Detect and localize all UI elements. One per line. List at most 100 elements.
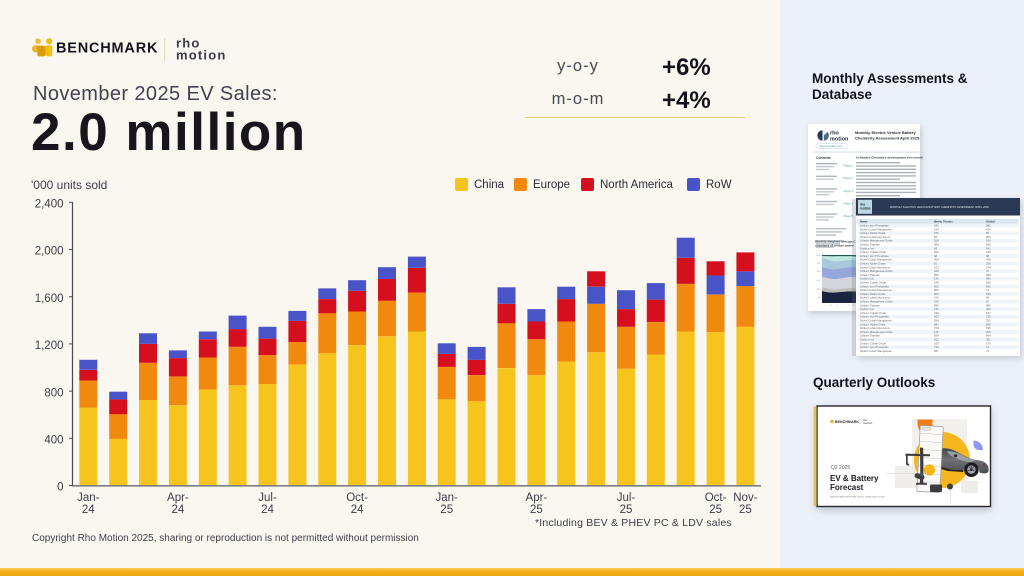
svg-text:195: 195 bbox=[986, 326, 991, 330]
svg-text:80%: 80% bbox=[817, 263, 821, 265]
svg-text:439: 439 bbox=[934, 311, 939, 315]
svg-text:40%: 40% bbox=[817, 280, 821, 282]
svg-text:444: 444 bbox=[934, 269, 939, 273]
svg-text:74: 74 bbox=[986, 345, 990, 349]
svg-text:S: S bbox=[848, 305, 850, 307]
svg-text:24: 24 bbox=[82, 504, 95, 516]
svg-text:941: 941 bbox=[986, 246, 991, 250]
svg-text:Chemistry Assessment April 202: Chemistry Assessment April 2025 bbox=[855, 136, 920, 141]
svg-text:384: 384 bbox=[934, 243, 939, 247]
svg-text:594: 594 bbox=[934, 319, 939, 323]
svg-text:115: 115 bbox=[934, 330, 939, 334]
svg-text:59: 59 bbox=[986, 231, 990, 235]
svg-text:605: 605 bbox=[986, 330, 991, 334]
svg-text:98: 98 bbox=[986, 254, 990, 258]
svg-text:Page 4: Page 4 bbox=[844, 201, 854, 205]
svg-text:1,600: 1,600 bbox=[35, 293, 64, 305]
svg-text:391: 391 bbox=[986, 338, 991, 342]
svg-text:84: 84 bbox=[934, 235, 938, 239]
svg-text:600: 600 bbox=[934, 292, 939, 296]
svg-text:Page 2: Page 2 bbox=[844, 176, 854, 180]
svg-text:980: 980 bbox=[934, 288, 939, 292]
svg-text:Nickel Cobalt Aluminium: Nickel Cobalt Aluminium bbox=[860, 326, 891, 330]
svg-text:60: 60 bbox=[986, 296, 990, 300]
svg-text:850: 850 bbox=[986, 235, 991, 239]
svg-text:Lithium Nickel Oxide: Lithium Nickel Oxide bbox=[860, 292, 886, 296]
svg-text:chemistry of vehicle batteri: chemistry of vehicle batteri bbox=[815, 244, 854, 248]
svg-text:Monthly Electric Vehicle Batte: Monthly Electric Vehicle Battery bbox=[855, 130, 916, 135]
svg-text:Nickel Cobalt Aluminium: Nickel Cobalt Aluminium bbox=[860, 265, 891, 269]
svg-text:652: 652 bbox=[934, 284, 939, 288]
svg-text:583: 583 bbox=[934, 322, 939, 326]
svg-text:106: 106 bbox=[986, 239, 991, 243]
svg-text:202: 202 bbox=[934, 338, 939, 342]
svg-text:MONTHLY ELECTRIC VEHICLE BATTE: MONTHLY ELECTRIC VEHICLE BATTERY CHEMIST… bbox=[890, 205, 989, 209]
svg-text:Nickel Cobalt Aluminium: Nickel Cobalt Aluminium bbox=[860, 296, 891, 300]
svg-text:Lithium Cobalt Oxide: Lithium Cobalt Oxide bbox=[860, 311, 886, 315]
svg-text:2,000: 2,000 bbox=[35, 246, 64, 258]
svg-text:25: 25 bbox=[530, 504, 543, 516]
svg-text:Lithium Iron Phosphate: Lithium Iron Phosphate bbox=[860, 315, 889, 319]
svg-text:24: 24 bbox=[172, 504, 185, 516]
svg-text:Lithium Nickel Oxide: Lithium Nickel Oxide bbox=[860, 322, 886, 326]
svg-text:438: 438 bbox=[986, 258, 991, 262]
svg-text:109: 109 bbox=[934, 341, 939, 345]
svg-text:Apr-: Apr- bbox=[526, 492, 548, 504]
svg-text:J: J bbox=[842, 305, 843, 307]
svg-text:0: 0 bbox=[57, 482, 63, 494]
svg-text:Sodium Ion: Sodium Ion bbox=[860, 338, 875, 342]
svg-text:Forecast: Forecast bbox=[830, 483, 864, 492]
svg-text:Q2 2025: Q2 2025 bbox=[831, 465, 850, 471]
svg-text:25: 25 bbox=[440, 504, 453, 516]
svg-text:rho: rho bbox=[860, 203, 865, 207]
svg-text:Nickel Cobalt Manganese: Nickel Cobalt Manganese bbox=[860, 349, 892, 353]
svg-text:256: 256 bbox=[986, 262, 991, 266]
svg-text:Name: Name bbox=[860, 220, 868, 224]
svg-text:25: 25 bbox=[739, 504, 752, 516]
svg-text:102: 102 bbox=[934, 265, 939, 269]
svg-text:Global: Global bbox=[986, 220, 995, 224]
svg-text:800: 800 bbox=[44, 387, 63, 399]
svg-text:24: 24 bbox=[351, 504, 364, 516]
svg-text:Lithium Iron Phosphate: Lithium Iron Phosphate bbox=[860, 345, 889, 349]
svg-text:benchmarkminerals.com | rh: benchmarkminerals.com | rhomotion.com bbox=[830, 495, 885, 499]
svg-text:130: 130 bbox=[986, 315, 991, 319]
svg-text:25: 25 bbox=[620, 504, 633, 516]
svg-text:motion: motion bbox=[863, 421, 873, 425]
svg-text:60%: 60% bbox=[817, 271, 821, 273]
svg-text:Lithium Manganese Oxide: Lithium Manganese Oxide bbox=[860, 300, 893, 304]
svg-text:Lithium Nickel Oxide: Lithium Nickel Oxide bbox=[860, 262, 886, 266]
svg-text:Lithium Cobalt Oxide: Lithium Cobalt Oxide bbox=[860, 281, 886, 285]
svg-text:Sodium Ion: Sodium Ion bbox=[860, 307, 875, 311]
svg-text:Lithium Iron Phosphate: Lithium Iron Phosphate bbox=[860, 284, 889, 288]
svg-text:48: 48 bbox=[934, 254, 938, 258]
svg-text:558: 558 bbox=[934, 239, 939, 243]
svg-text:856: 856 bbox=[934, 273, 939, 277]
svg-text:Jan-: Jan- bbox=[77, 492, 100, 504]
svg-text:Jul-: Jul- bbox=[258, 492, 277, 504]
svg-text:454: 454 bbox=[934, 258, 939, 262]
svg-text:Lithium Manganese Oxide: Lithium Manganese Oxide bbox=[860, 269, 893, 273]
svg-text:609: 609 bbox=[986, 292, 991, 296]
svg-text:157: 157 bbox=[986, 311, 991, 315]
svg-text:136: 136 bbox=[934, 277, 939, 281]
svg-text:Lithium Titanate: Lithium Titanate bbox=[860, 303, 880, 307]
svg-text:229: 229 bbox=[986, 250, 991, 254]
svg-text:Lithium Titanate: Lithium Titanate bbox=[860, 243, 880, 247]
svg-text:rho: rho bbox=[830, 131, 840, 137]
svg-text:Nickel Cobalt Manganese: Nickel Cobalt Manganese bbox=[860, 288, 892, 292]
svg-text:708: 708 bbox=[934, 326, 939, 330]
svg-text:Page 5: Page 5 bbox=[844, 214, 854, 218]
svg-text:In Battery Chemistry developme: In Battery Chemistry development this mo… bbox=[856, 156, 923, 160]
svg-text:motion: motion bbox=[176, 48, 227, 63]
svg-text:563: 563 bbox=[934, 315, 939, 319]
svg-text:70: 70 bbox=[986, 269, 990, 273]
svg-text:580: 580 bbox=[934, 303, 939, 307]
svg-text:motion: motion bbox=[860, 207, 871, 211]
svg-text:M: M bbox=[830, 305, 832, 307]
svg-text:Oct-: Oct- bbox=[346, 492, 368, 504]
svg-text:57: 57 bbox=[986, 300, 990, 304]
svg-text:594: 594 bbox=[934, 334, 939, 338]
svg-text:980: 980 bbox=[986, 224, 991, 228]
svg-text:Sodium Ion: Sodium Ion bbox=[860, 246, 875, 250]
